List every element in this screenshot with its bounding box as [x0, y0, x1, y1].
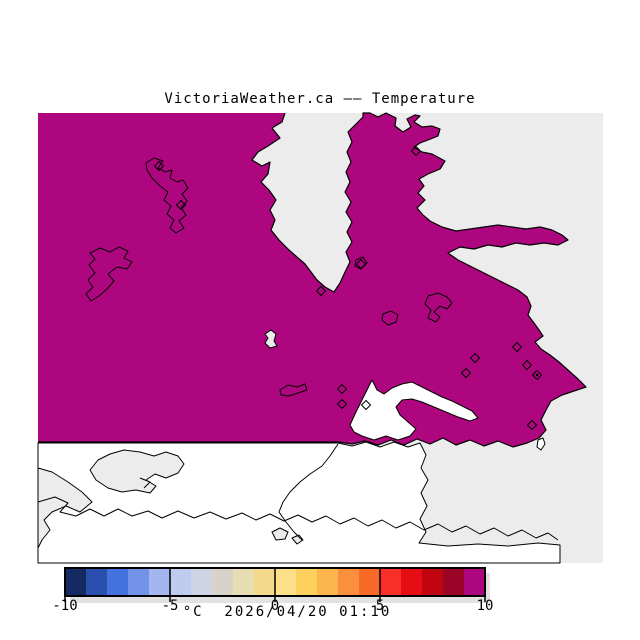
domain-coastline: [38, 112, 587, 448]
colorbar-cell: [254, 568, 275, 596]
station-diamond: [521, 359, 533, 371]
colorbar-cell: [191, 568, 212, 596]
colorbar-cell: [275, 568, 296, 596]
station-diamond: [175, 199, 187, 211]
colorbar-cell: [233, 568, 254, 596]
station-diamond: [531, 369, 543, 381]
station-markers: [153, 145, 543, 431]
colorbar-caption: °C 2026/04/20 01:10: [182, 604, 392, 620]
colorbar-cell: [422, 568, 443, 596]
colorbar-cell: [212, 568, 233, 596]
colorbar-cell: [296, 568, 317, 596]
station-diamond: [315, 285, 327, 297]
station-diamond: [410, 145, 422, 157]
station-diamond: [511, 341, 523, 353]
station-diamond: [336, 383, 348, 395]
station-diamond: [469, 352, 481, 364]
station-diamond: [336, 398, 348, 410]
colorbar-cell: [86, 568, 107, 596]
island-outlines: [85, 157, 453, 397]
page-title: VictoriaWeather.ca —— Temperature: [164, 91, 476, 107]
temperature-field: [38, 113, 586, 447]
colorbar-cell: [317, 568, 338, 596]
station-diamond: [360, 399, 372, 411]
land-polygons: [37, 379, 561, 564]
colorbar-cell: [464, 568, 485, 596]
station-diamond: [526, 419, 538, 431]
colorbar-cell: [401, 568, 422, 596]
colorbar: [64, 567, 490, 603]
colorbar-cell: [107, 568, 128, 596]
colorbar-cell: [359, 568, 380, 596]
station-diamond: [153, 160, 165, 172]
colorbar-cell: [338, 568, 359, 596]
colorbar-cell: [65, 568, 86, 596]
colorbar-cell: [170, 568, 191, 596]
colorbar-cell: [443, 568, 464, 596]
colorbar-cells: [65, 568, 485, 596]
coastline-details: [37, 443, 559, 541]
colorbar-cell: [128, 568, 149, 596]
station-dot: [535, 373, 539, 377]
colorbar-cell: [149, 568, 170, 596]
colorbar-ticks: [64, 568, 486, 602]
station-diamond: [355, 258, 367, 270]
station-diamond: [460, 367, 472, 379]
colorbar-cell: [380, 568, 401, 596]
